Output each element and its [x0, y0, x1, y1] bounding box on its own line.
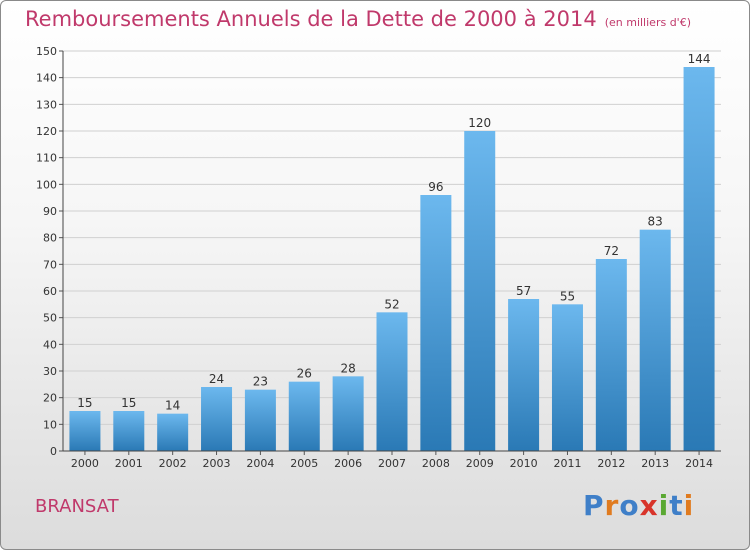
bar-value-label: 55	[560, 289, 575, 303]
x-tick-label: 2004	[246, 457, 274, 470]
bar-value-label: 57	[516, 284, 531, 298]
bar[interactable]	[113, 411, 145, 451]
y-tick-label: 100	[36, 178, 57, 191]
bar-value-label: 24	[209, 372, 224, 386]
y-tick-label: 120	[36, 125, 57, 138]
y-tick-label: 60	[43, 285, 57, 298]
x-tick-label: 2011	[553, 457, 581, 470]
x-tick-label: 2006	[334, 457, 362, 470]
x-tick-label: 2013	[641, 457, 669, 470]
bar[interactable]	[420, 195, 452, 451]
logo-letter: x	[639, 489, 659, 522]
town-name: BRANSAT	[35, 496, 119, 517]
bar[interactable]	[508, 299, 540, 451]
logo-letter: i	[683, 489, 695, 522]
bar[interactable]	[595, 259, 627, 451]
chart-title: Remboursements Annuels de la Dette de 20…	[25, 7, 691, 31]
bar-value-label: 14	[165, 399, 180, 413]
y-tick-label: 10	[43, 418, 57, 431]
logo-letter: i	[658, 489, 670, 522]
logo-letter: t	[669, 489, 684, 522]
x-tick-label: 2014	[685, 457, 713, 470]
bar-value-label: 23	[253, 375, 268, 389]
bar-value-label: 15	[77, 396, 92, 410]
bar[interactable]	[376, 312, 408, 451]
bar[interactable]	[69, 411, 101, 451]
bar[interactable]	[288, 381, 320, 451]
x-tick-label: 2001	[115, 457, 143, 470]
bar-value-label: 83	[648, 215, 663, 229]
logo-letter: P	[583, 489, 605, 522]
bar[interactable]	[332, 376, 364, 451]
bar-chart: 0 10 20 30 40 50 60 70 80 90 100 110 120 130 140 150 15 2…	[36, 45, 721, 470]
y-tick-label: 80	[43, 232, 57, 245]
y-tick-label: 70	[43, 258, 57, 271]
y-tick-label: 50	[43, 312, 57, 325]
bar-value-label: 120	[468, 116, 491, 130]
bar[interactable]	[244, 389, 276, 451]
x-tick-label: 2009	[466, 457, 494, 470]
x-tick-label: 2010	[510, 457, 538, 470]
x-tick-label: 2008	[422, 457, 450, 470]
y-tick-label: 110	[36, 152, 57, 165]
y-tick-label: 0	[50, 445, 57, 458]
bar[interactable]	[551, 304, 583, 451]
y-tick-label: 150	[36, 45, 57, 58]
x-tick-label: 2002	[159, 457, 187, 470]
x-tick-label: 2012	[597, 457, 625, 470]
bar[interactable]	[639, 229, 671, 451]
bar-value-label: 15	[121, 396, 136, 410]
y-tick-label: 20	[43, 392, 57, 405]
logo-letter: r	[604, 489, 620, 522]
chart-subtitle: (en milliers d'€)	[604, 16, 691, 29]
bar-value-label: 96	[428, 180, 443, 194]
bar[interactable]	[464, 131, 496, 451]
x-tick-label: 2005	[290, 457, 318, 470]
y-tick-label: 140	[36, 72, 57, 85]
y-tick-label: 130	[36, 98, 57, 111]
bar-value-label: 26	[297, 367, 312, 381]
bar-value-label: 28	[340, 361, 355, 375]
y-tick-label: 30	[43, 365, 57, 378]
bar-value-label: 52	[384, 297, 399, 311]
bar-value-label: 144	[688, 52, 711, 66]
bar-value-label: 72	[604, 244, 619, 258]
bar[interactable]	[683, 67, 715, 451]
y-tick-label: 90	[43, 205, 57, 218]
x-tick-label: 2000	[71, 457, 99, 470]
x-tick-label: 2007	[378, 457, 406, 470]
bar[interactable]	[157, 413, 189, 451]
proxiti-logo[interactable]: Proxiti	[583, 489, 694, 522]
y-tick-label: 40	[43, 338, 57, 351]
logo-letter: o	[619, 489, 640, 522]
bar[interactable]	[201, 387, 233, 451]
chart-title-text: Remboursements Annuels de la Dette de 20…	[25, 7, 597, 31]
x-tick-label: 2003	[203, 457, 231, 470]
